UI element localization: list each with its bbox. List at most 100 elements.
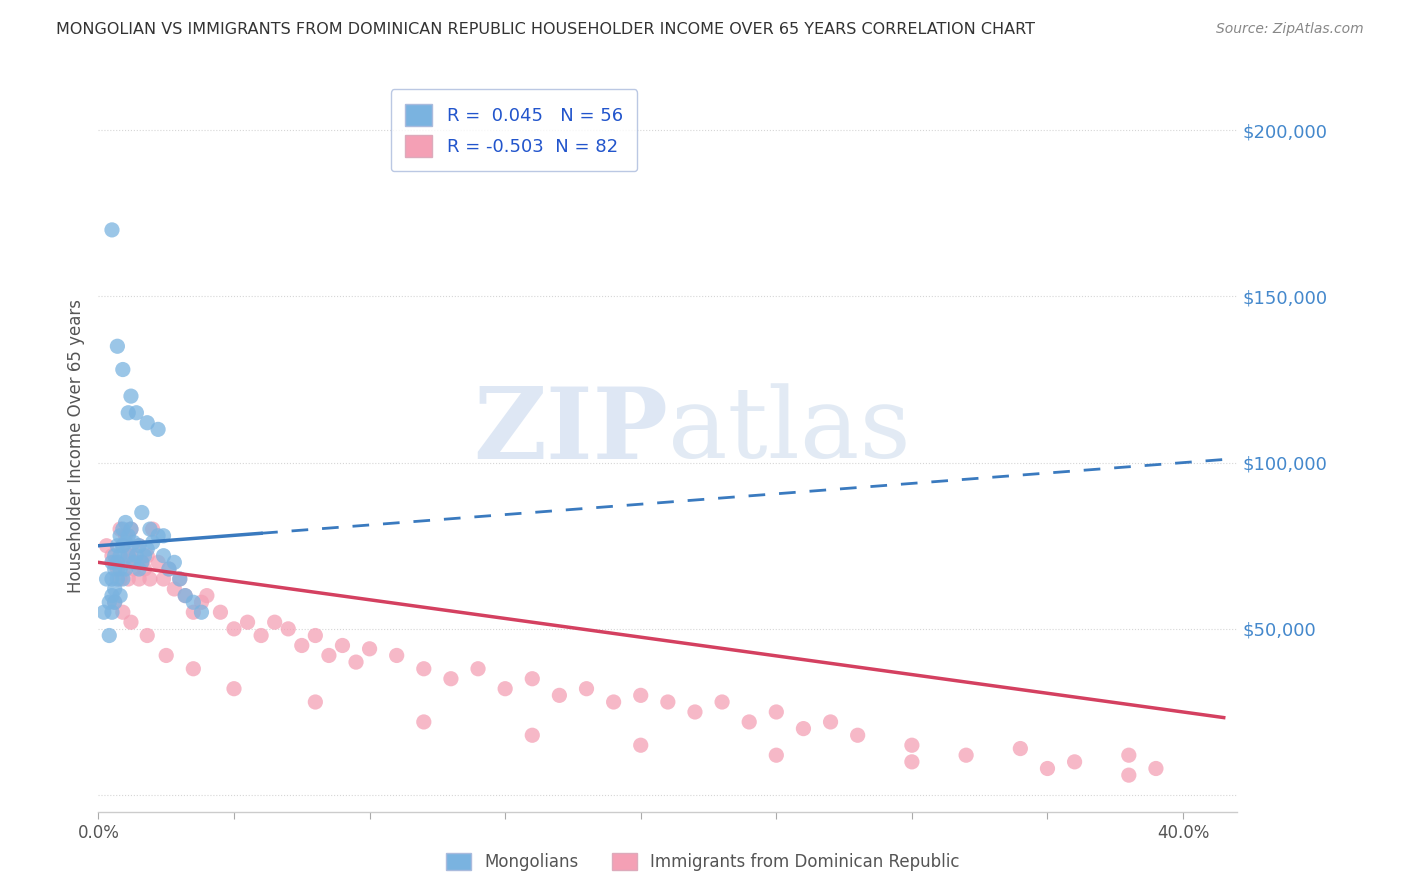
Point (108, 589, 131, 603)
Text: ZIP: ZIP (472, 383, 668, 480)
Point (104, 555, 127, 569)
Point (152, 549, 174, 563)
Point (683, 705, 706, 719)
Point (250, 628, 273, 642)
Point (108, 549, 131, 563)
Point (291, 639, 314, 653)
Point (163, 582, 186, 596)
Point (122, 562, 145, 576)
Point (344, 655, 367, 669)
Point (114, 555, 136, 569)
Point (163, 555, 186, 569)
Point (120, 549, 142, 563)
Point (901, 755, 924, 769)
Point (101, 555, 124, 569)
Point (630, 689, 652, 703)
Point (1010, 741, 1032, 756)
Point (120, 615, 142, 630)
Point (332, 639, 354, 653)
Point (155, 648, 177, 663)
Point (111, 362, 134, 376)
Point (104, 595, 127, 609)
Point (136, 542, 159, 557)
Legend: Mongolians, Immigrants from Dominican Republic: Mongolians, Immigrants from Dominican Re… (437, 845, 969, 880)
Point (136, 628, 159, 642)
Point (104, 562, 127, 576)
Point (139, 522, 162, 536)
Point (128, 572, 150, 586)
Point (152, 529, 174, 543)
Point (575, 681, 598, 696)
Point (277, 622, 299, 636)
Point (1118, 768, 1140, 782)
Point (131, 555, 153, 569)
Point (111, 539, 134, 553)
Point (1118, 748, 1140, 763)
Point (107, 339, 129, 353)
Point (107, 539, 129, 553)
Point (152, 572, 174, 586)
Point (136, 416, 159, 430)
Point (146, 555, 169, 569)
Legend: R =  0.045   N = 56, R = -0.503  N = 82: R = 0.045 N = 56, R = -0.503 N = 82 (391, 89, 637, 171)
Point (114, 562, 136, 576)
Point (467, 662, 489, 676)
Point (120, 389, 142, 403)
Point (304, 628, 326, 642)
Point (117, 572, 139, 586)
Point (169, 572, 191, 586)
Point (146, 422, 169, 436)
Point (101, 589, 124, 603)
Point (183, 662, 205, 676)
Point (263, 615, 285, 630)
Point (101, 572, 124, 586)
Point (93, 605, 115, 619)
Point (120, 522, 142, 536)
Y-axis label: Householder Income Over 65 years: Householder Income Over 65 years (66, 299, 84, 593)
Point (146, 529, 169, 543)
Point (190, 595, 212, 609)
Point (209, 605, 232, 619)
Point (114, 516, 136, 530)
Point (128, 562, 150, 576)
Point (114, 535, 136, 549)
Point (157, 562, 180, 576)
Point (548, 689, 571, 703)
Point (117, 549, 139, 563)
Point (104, 595, 127, 609)
Point (108, 529, 131, 543)
Point (359, 641, 381, 656)
Point (125, 549, 148, 563)
Point (134, 562, 156, 576)
Point (1063, 755, 1085, 769)
Point (111, 572, 134, 586)
Point (765, 748, 787, 763)
Point (522, 672, 544, 686)
Point (820, 714, 842, 729)
Point (711, 695, 734, 709)
Point (111, 605, 134, 619)
Point (128, 539, 150, 553)
Point (122, 555, 145, 569)
Point (128, 539, 150, 553)
Text: MONGOLIAN VS IMMIGRANTS FROM DOMINICAN REPUBLIC HOUSEHOLDER INCOME OVER 65 YEARS: MONGOLIAN VS IMMIGRANTS FROM DOMINICAN R… (56, 22, 1035, 37)
Point (96, 539, 118, 553)
Point (101, 549, 124, 563)
Point (136, 549, 159, 563)
Point (131, 506, 153, 520)
Point (142, 522, 165, 536)
Point (114, 529, 136, 543)
Point (157, 562, 180, 576)
Point (111, 522, 134, 536)
Point (385, 648, 408, 663)
Point (183, 595, 205, 609)
Point (104, 582, 127, 596)
Point (765, 705, 787, 719)
Point (142, 535, 165, 549)
Point (195, 589, 218, 603)
Point (1036, 762, 1059, 776)
Point (190, 605, 212, 619)
Point (120, 522, 142, 536)
Point (117, 529, 139, 543)
Point (98, 595, 121, 609)
